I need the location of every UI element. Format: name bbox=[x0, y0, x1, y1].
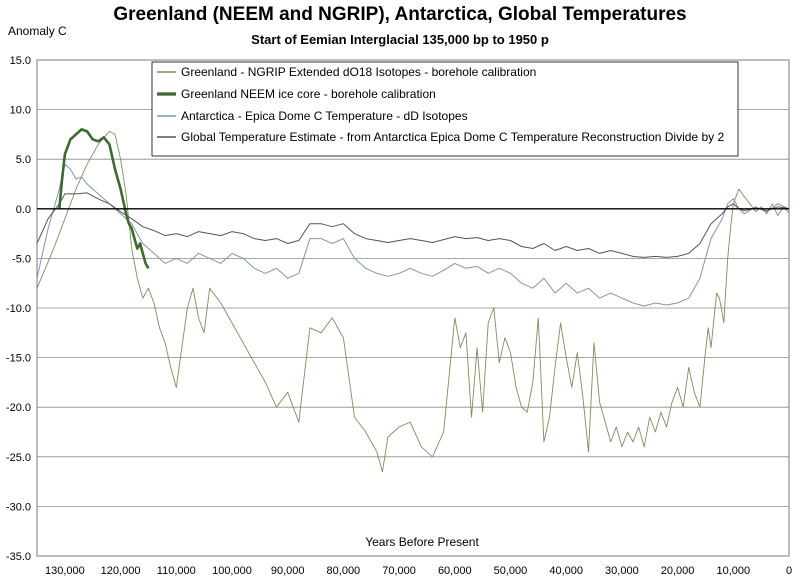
legend-entry: Greenland - NGRIP Extended dO18 Isotopes… bbox=[181, 65, 536, 79]
series-lines bbox=[36, 128, 790, 473]
x-tick-labels: 130,000 120,000 110,000 100,000 90,000 80,000… bbox=[45, 565, 792, 577]
y-axis-label: Anomaly C bbox=[8, 24, 67, 38]
y-tick-labels: 15.0 10.0 5.0 0.0 -5.0 -10.0 -15.0 -20.0 -25.0 -3… bbox=[6, 55, 31, 563]
legend-entry: Greenland NEEM ice core - borehole calib… bbox=[181, 87, 436, 101]
series-line bbox=[58, 128, 150, 269]
y-tick-label: -25.0 bbox=[6, 452, 31, 464]
series-line bbox=[36, 130, 790, 473]
legend-box bbox=[151, 61, 739, 157]
y-tick-label: 0.0 bbox=[16, 204, 31, 216]
x-tick-label: 130,000 bbox=[45, 565, 85, 577]
x-tick-label: 60,000 bbox=[438, 565, 472, 577]
x-axis-label: Years Before Present bbox=[365, 535, 479, 549]
y-tick-label: 15.0 bbox=[10, 55, 31, 67]
x-tick-label: 80,000 bbox=[327, 565, 361, 577]
y-tick-label: -35.0 bbox=[6, 551, 31, 563]
x-tick-label: 100,000 bbox=[212, 565, 252, 577]
plot-border bbox=[36, 59, 790, 557]
y-tick-label: -5.0 bbox=[12, 253, 31, 265]
x-tick-label: 20,000 bbox=[661, 565, 695, 577]
x-tick-label: 50,000 bbox=[494, 565, 528, 577]
legend-entry: Antarctica - Epica Dome C Temperature - … bbox=[181, 109, 468, 123]
x-tick-label: 40,000 bbox=[549, 565, 583, 577]
y-tick-label: -10.0 bbox=[6, 303, 31, 315]
x-tick-label: 120,000 bbox=[101, 565, 141, 577]
y-tick-label: -30.0 bbox=[6, 501, 31, 513]
x-tick-label: 30,000 bbox=[605, 565, 639, 577]
series-line bbox=[36, 163, 790, 307]
y-tick-label: -15.0 bbox=[6, 353, 31, 365]
legend-entry: Global Temperature Estimate - from Antar… bbox=[181, 130, 724, 144]
series-line bbox=[36, 192, 790, 258]
y-tick-label: 5.0 bbox=[16, 154, 31, 166]
chart-subtitle: Start of Eemian Interglacial 135,000 bp … bbox=[251, 32, 549, 47]
axes bbox=[36, 59, 790, 557]
x-tick-label: 10,000 bbox=[716, 565, 750, 577]
x-tick-label: 110,000 bbox=[157, 565, 196, 577]
y-tick-label: -20.0 bbox=[6, 402, 31, 414]
x-tick-label: 0 bbox=[786, 565, 792, 577]
y-tick-label: 10.0 bbox=[10, 105, 31, 117]
legend: Greenland - NGRIP Extended dO18 Isotopes… bbox=[151, 61, 739, 157]
x-tick-label: 90,000 bbox=[271, 565, 305, 577]
x-tick-label: 70,000 bbox=[382, 565, 416, 577]
chart-title: Greenland (NEEM and NGRIP), Antarctica, … bbox=[113, 4, 687, 25]
